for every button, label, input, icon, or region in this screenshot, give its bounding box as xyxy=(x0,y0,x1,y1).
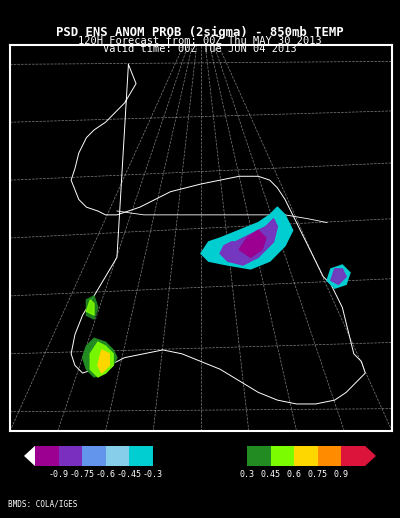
Bar xyxy=(153,446,247,466)
Polygon shape xyxy=(24,446,35,466)
Bar xyxy=(129,446,153,466)
Text: 0.45: 0.45 xyxy=(261,470,281,479)
Polygon shape xyxy=(98,350,109,373)
Text: 0.9: 0.9 xyxy=(334,470,349,479)
Text: -0.3: -0.3 xyxy=(143,470,163,479)
Bar xyxy=(271,446,294,466)
Bar xyxy=(58,446,82,466)
Text: 120H Forecast from: 00Z Thu MAY 30 2013: 120H Forecast from: 00Z Thu MAY 30 2013 xyxy=(78,36,322,46)
Text: 0.3: 0.3 xyxy=(240,470,255,479)
Bar xyxy=(318,446,342,466)
Polygon shape xyxy=(239,231,266,257)
Text: BMDS: COLA/IGES: BMDS: COLA/IGES xyxy=(8,500,77,509)
Text: -0.45: -0.45 xyxy=(117,470,142,479)
Bar xyxy=(35,446,58,466)
Bar xyxy=(294,446,318,466)
Bar xyxy=(106,446,129,466)
Polygon shape xyxy=(327,265,350,288)
Text: 0.6: 0.6 xyxy=(287,470,302,479)
Text: -0.75: -0.75 xyxy=(70,470,95,479)
Polygon shape xyxy=(86,296,98,319)
Polygon shape xyxy=(201,207,293,269)
Bar xyxy=(247,446,271,466)
Polygon shape xyxy=(86,300,94,315)
Polygon shape xyxy=(82,338,117,377)
Text: Valid time: 00Z Tue JUN 04 2013: Valid time: 00Z Tue JUN 04 2013 xyxy=(103,44,297,54)
Polygon shape xyxy=(365,446,376,466)
Text: PSD ENS ANOM PROB (2sigma) - 850mb TEMP: PSD ENS ANOM PROB (2sigma) - 850mb TEMP xyxy=(56,25,344,39)
Text: -0.9: -0.9 xyxy=(48,470,68,479)
Bar xyxy=(82,446,106,466)
Polygon shape xyxy=(331,269,346,284)
Polygon shape xyxy=(220,219,278,265)
Polygon shape xyxy=(90,342,113,377)
Text: 0.75: 0.75 xyxy=(308,470,328,479)
Text: -0.6: -0.6 xyxy=(96,470,116,479)
Bar xyxy=(342,446,365,466)
